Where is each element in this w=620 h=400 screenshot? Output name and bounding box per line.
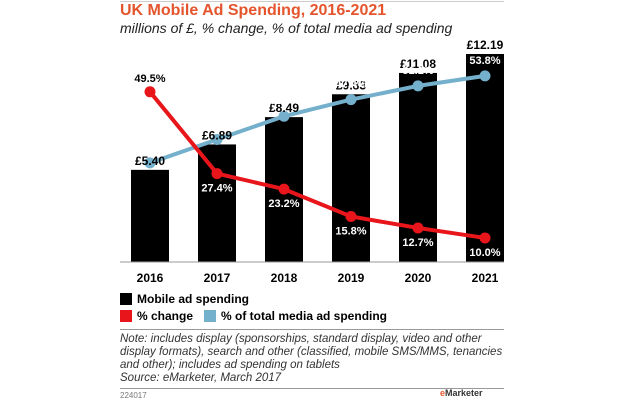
bar-value-label: £6.89 [202, 128, 232, 142]
pct-total-point [412, 80, 424, 92]
pct-change-label: 23.2% [268, 198, 299, 210]
legend-pct-total: % of total media ad spending [204, 309, 387, 323]
pct-total-point [144, 157, 156, 169]
legend-swatch-blue [204, 310, 216, 322]
pct-change-point [412, 222, 424, 234]
bar-2017 [198, 144, 236, 262]
legend-mobile-ad-spending: Mobile ad spending [120, 292, 249, 306]
pct-total-label: 51.1% [402, 65, 433, 77]
pct-change-label: 10.0% [469, 247, 500, 259]
bar-2020 [399, 72, 437, 262]
pct-total-label: 42.9% [268, 95, 299, 107]
x-tick-label: 2021 [472, 271, 499, 285]
chart-subtitle: millions of £, % change, % of total medi… [120, 20, 453, 36]
x-tick-label: 2017 [204, 271, 231, 285]
bar-value-label: £8.49 [269, 101, 299, 115]
pct-total-label: 53.8% [469, 55, 500, 67]
pct-total-point [211, 134, 223, 146]
pct-total-point [345, 94, 357, 106]
bar-2019 [332, 94, 370, 262]
pct-total-point [278, 110, 290, 122]
chart-plot: £5.40 £6.89 £8.49 £9.83 £11.08 £12.19 30.3% 36.… [120, 38, 504, 285]
legend-swatch-red [120, 310, 132, 322]
legend-label: Mobile ad spending [137, 292, 250, 306]
bar-2016 [131, 169, 169, 262]
pct-change-label: 27.4% [201, 183, 232, 195]
pct-total-label: 36.6% [201, 119, 232, 131]
brand-logo: eMarketer [440, 388, 483, 398]
chart-source: Source: eMarketer, March 2017 [120, 372, 282, 384]
x-tick-label: 2018 [271, 271, 298, 285]
legend-pct-change: % change [120, 309, 193, 323]
pct-change-point [144, 86, 156, 98]
pct-change-line [148, 90, 486, 240]
x-tick-label: 2020 [405, 271, 432, 285]
pct-change-point [278, 183, 290, 195]
pct-change-label: 12.7% [402, 237, 433, 249]
pct-change-point [479, 232, 491, 244]
pct-total-label: 47.4% [335, 79, 366, 91]
pct-change-point [345, 210, 357, 222]
top-rule [120, 1, 504, 2]
pct-change-point [211, 168, 223, 180]
legend-swatch-black [120, 293, 132, 305]
bar-2021 [466, 54, 504, 262]
bar-value-label: £9.83 [336, 78, 366, 92]
legend-label: % of total media ad spending [221, 309, 388, 323]
pct-change-label: 15.8% [335, 225, 366, 237]
chart-id: 224017 [120, 391, 147, 400]
pct-total-point [479, 70, 491, 82]
pct-change-label: 49.5% [134, 73, 165, 85]
chart-title: UK Mobile Ad Spending, 2016-2021 [120, 2, 387, 19]
legend-label: % change [137, 309, 194, 323]
x-tick-label: 2019 [338, 271, 365, 285]
pct-total-line [149, 73, 486, 165]
bar-value-label: £11.08 [400, 57, 436, 71]
pct-total-label: 30.3% [134, 142, 165, 154]
bar-value-label: £5.40 [135, 154, 165, 168]
bar-value-label: £12.19 [467, 38, 504, 52]
chart-note: Note: includes display (sponsorships, st… [120, 333, 503, 371]
x-tick-label: 2016 [137, 271, 164, 285]
divider [120, 329, 504, 330]
footer-divider [120, 388, 504, 389]
